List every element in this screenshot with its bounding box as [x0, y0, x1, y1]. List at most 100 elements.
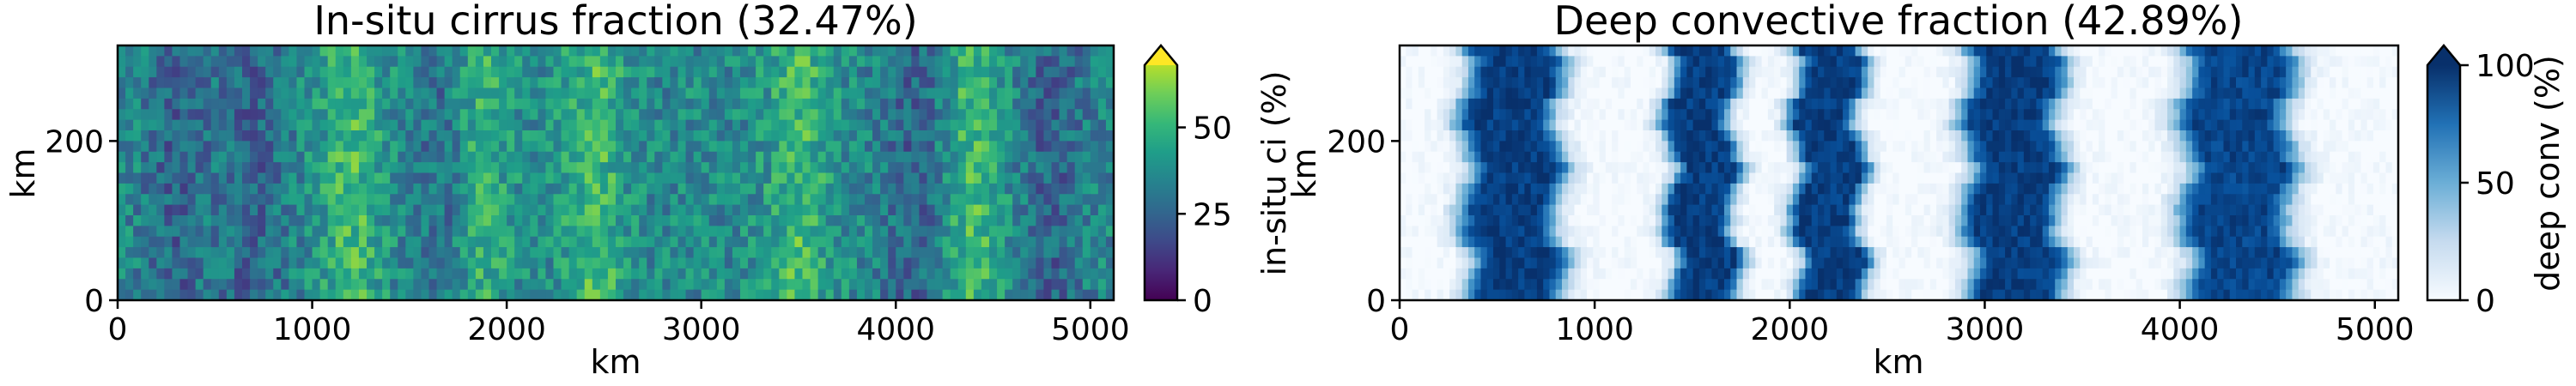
heatmap-cell	[413, 141, 422, 153]
heatmap-cell	[2017, 66, 2025, 78]
heatmap-cell	[2229, 87, 2237, 100]
heatmap-cell	[413, 183, 422, 195]
heatmap-cell	[2292, 109, 2300, 121]
heatmap-cell	[1580, 162, 1588, 174]
heatmap-cell	[428, 119, 438, 131]
heatmap-cell	[568, 183, 578, 195]
heatmap-cell	[1936, 66, 1943, 78]
heatmap-cell	[467, 236, 477, 248]
heatmap-cell	[677, 151, 687, 163]
heatmap-cell	[1406, 87, 1413, 100]
heatmap-cell	[1624, 45, 1631, 57]
heatmap-cell	[942, 87, 951, 100]
heatmap-cell	[1400, 45, 1406, 57]
heatmap-cell	[179, 66, 189, 78]
heatmap-cell	[118, 130, 126, 142]
heatmap-cell	[2011, 119, 2019, 131]
heatmap-cell	[592, 236, 601, 248]
heatmap-cell	[1593, 66, 1601, 78]
heatmap-cell	[195, 87, 204, 100]
heatmap-cell	[172, 66, 181, 78]
heatmap-cell	[436, 151, 446, 163]
heatmap-cell	[701, 119, 710, 131]
heatmap-cell	[1474, 45, 1482, 57]
heatmap-cell	[1662, 66, 1669, 78]
heatmap-cell	[1942, 151, 1950, 163]
heatmap-cell	[708, 45, 718, 57]
heatmap-cell	[1511, 45, 1519, 57]
heatmap-cell	[841, 204, 850, 216]
heatmap-cell	[545, 236, 555, 248]
heatmap-cell	[1911, 141, 1918, 153]
heatmap-cell	[810, 215, 819, 226]
heatmap-cell	[226, 119, 235, 131]
heatmap-cell	[436, 98, 446, 110]
heatmap-cell	[149, 66, 157, 78]
heatmap-cell	[289, 141, 298, 153]
heatmap-cell	[2067, 162, 2075, 174]
heatmap-cell	[693, 215, 702, 226]
heatmap-cell	[1530, 66, 1538, 78]
heatmap-cell	[934, 151, 944, 163]
heatmap-cell	[1020, 130, 1029, 142]
heatmap-cell	[592, 162, 601, 174]
heatmap-cell	[2204, 56, 2212, 68]
heatmap-cell	[172, 194, 181, 206]
heatmap-cell	[258, 257, 266, 269]
heatmap-cell	[927, 98, 936, 110]
heatmap-cell	[724, 109, 733, 121]
heatmap-cell	[296, 257, 306, 269]
heatmap-cell	[1637, 98, 1644, 110]
heatmap-cell	[1954, 45, 1962, 57]
heatmap-cell	[327, 77, 337, 89]
heatmap-cell	[530, 226, 538, 238]
heatmap-cell	[1412, 151, 1419, 163]
heatmap-cell	[1005, 183, 1013, 195]
heatmap-cell	[623, 204, 632, 216]
heatmap-cell	[358, 215, 368, 226]
heatmap-cell	[1799, 66, 1807, 78]
heatmap-cell	[896, 141, 904, 153]
heatmap-cell	[421, 172, 430, 184]
heatmap-cell	[374, 87, 383, 100]
heatmap-cell	[1799, 56, 1807, 68]
heatmap-cell	[203, 172, 212, 184]
heatmap-cell	[149, 247, 157, 259]
heatmap-cell	[265, 268, 274, 280]
heatmap-cell	[1668, 162, 1675, 174]
heatmap-cell	[2286, 141, 2293, 153]
heatmap-cell	[1668, 151, 1675, 163]
heatmap-cell	[1105, 151, 1114, 163]
heatmap-cell	[856, 109, 866, 121]
heatmap-cell	[1028, 226, 1036, 238]
heatmap-cell	[1605, 162, 1613, 174]
heatmap-cell	[1005, 289, 1013, 300]
heatmap-cell	[1717, 45, 1725, 57]
heatmap-cell	[880, 130, 889, 142]
heatmap-cell	[568, 130, 578, 142]
heatmap-cell	[1723, 87, 1731, 100]
heatmap-cell	[2036, 109, 2044, 121]
heatmap-cell	[787, 194, 796, 206]
heatmap-cell	[2292, 151, 2300, 163]
heatmap-cell	[841, 56, 850, 68]
heatmap-cell	[2123, 151, 2131, 163]
heatmap-cell	[273, 45, 282, 57]
heatmap-cell	[677, 162, 687, 174]
heatmap-cell	[911, 45, 920, 57]
heatmap-cell	[164, 119, 173, 131]
heatmap-cell	[794, 45, 804, 57]
heatmap-cell	[1461, 66, 1469, 78]
heatmap-cell	[670, 45, 679, 57]
heatmap-cell	[965, 45, 975, 57]
heatmap-cell	[1893, 45, 1900, 57]
heatmap-cell	[724, 87, 733, 100]
heatmap-cell	[156, 289, 165, 300]
heatmap-cell	[1474, 130, 1482, 142]
heatmap-cell	[483, 130, 492, 142]
heatmap-cell	[514, 204, 523, 216]
heatmap-cell	[1406, 109, 1413, 121]
heatmap-cell	[856, 87, 866, 100]
heatmap-cell	[693, 66, 702, 78]
heatmap-cell	[195, 56, 204, 68]
